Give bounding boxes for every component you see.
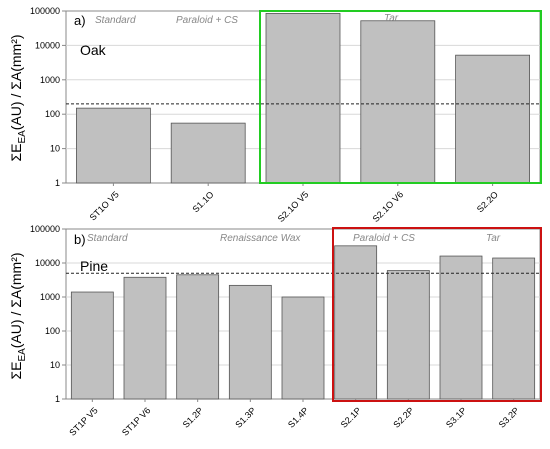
- panel-a-label: a): [74, 13, 86, 28]
- x-tick-label: S1.2P: [181, 405, 205, 429]
- bar-s2-2p: [386, 270, 430, 400]
- x-tick-label: S1.4P: [286, 405, 310, 429]
- panel-a-bars: [76, 13, 531, 186]
- y-tick-label: 1000: [40, 75, 60, 85]
- y-tick-label: 10000: [35, 258, 60, 268]
- y-tick-label: 1: [55, 394, 60, 404]
- x-tick-label: ST1P V5: [67, 405, 99, 437]
- bar-s3-1p: [439, 255, 483, 400]
- y-tick-label: 100000: [30, 6, 60, 16]
- x-tick-label: S2.2P: [391, 405, 415, 429]
- bar-s3-2p: [492, 257, 536, 400]
- bar-s2-1o-v5: [265, 13, 341, 184]
- panel-b-group-paraloid: Paraloid + CS: [353, 233, 415, 244]
- bar-s2-1o-v6: [360, 20, 436, 184]
- panel-b-group-tar: Tar: [486, 233, 501, 244]
- x-tick-label: S2.1O V6: [371, 189, 406, 224]
- panel-a-material-label: Oak: [80, 42, 107, 58]
- panel-b-label: b): [74, 232, 86, 247]
- y-tick-label: 100: [45, 109, 60, 119]
- x-tick-label: S1.3P: [233, 405, 257, 429]
- y-tick-label: 10000: [35, 40, 60, 50]
- panel-b-highlight-box: [332, 227, 542, 402]
- panel-a-highlight-box: [259, 10, 542, 184]
- panel-a-y-tick-labels: 1 10 100 1000 10000 100000: [30, 6, 60, 188]
- x-tick-label: S3.1P: [444, 405, 468, 429]
- panel-a-group-standard: Standard: [95, 15, 136, 26]
- bar-s2-1p: [334, 245, 378, 400]
- y-tick-label: 1: [55, 178, 60, 188]
- bar-st1p-v5: [70, 291, 114, 400]
- panel-a-y-axis-title: ΣEEA(AU) / ΣA(mm²): [8, 34, 28, 161]
- panel-b-y-tick-labels: 1 10 100 1000 10000 100000: [30, 224, 60, 404]
- x-tick-label: ST1P V6: [120, 405, 152, 437]
- panel-a-x-tick-labels: ST1O V5 S1.1O S2.1O V5 S2.1O V6 S2.2O: [88, 189, 500, 224]
- panel-b-bars: [70, 245, 536, 402]
- panel-b-pine: 1 10 100 1000 10000 100000 ST1P V5 ST1P V6 S1.2…: [30, 224, 542, 438]
- y-tick-label: 10: [50, 360, 60, 370]
- bar-s1-4p: [281, 296, 325, 400]
- panel-b-group-wax: Renaissance Wax: [220, 233, 301, 244]
- panel-a-oak: 1 10 100 1000 10000 100000 ST1O V5 S1.1O S2.1O …: [30, 6, 542, 224]
- panel-b-material-label: Pine: [80, 258, 108, 274]
- panel-a-group-paraloid: Paraloid + CS: [176, 15, 238, 26]
- y-tick-label: 1000: [40, 292, 60, 302]
- bar-st1o-v5: [76, 107, 151, 184]
- x-tick-label: S1.1O: [191, 189, 216, 214]
- bar-st1p-v6: [123, 276, 167, 400]
- x-tick-label: S3.2P: [497, 405, 521, 429]
- y-tick-label: 100: [45, 326, 60, 336]
- y-tick-label: 100000: [30, 224, 60, 234]
- bar-s2-2o: [455, 54, 531, 184]
- bar-s1-1o: [170, 122, 246, 184]
- y-tick-label: 10: [50, 144, 60, 154]
- bar-s1-3p: [228, 284, 272, 400]
- x-tick-label: S2.2O: [475, 189, 500, 214]
- panel-b-x-tick-labels: ST1P V5 ST1P V6 S1.2P S1.3P S1.4P S2.1P S2.2P S…: [67, 405, 521, 437]
- x-tick-label: S2.1P: [339, 405, 363, 429]
- bar-s1-2p: [176, 274, 220, 400]
- x-tick-label: S2.1O V5: [276, 189, 311, 224]
- panel-b-y-axis-title: ΣEEA(AU) / ΣA(mm²): [8, 252, 28, 379]
- panel-b-group-standard: Standard: [87, 233, 128, 244]
- x-tick-label: ST1O V5: [88, 189, 121, 222]
- panel-a-group-tar: Tar: [384, 13, 399, 24]
